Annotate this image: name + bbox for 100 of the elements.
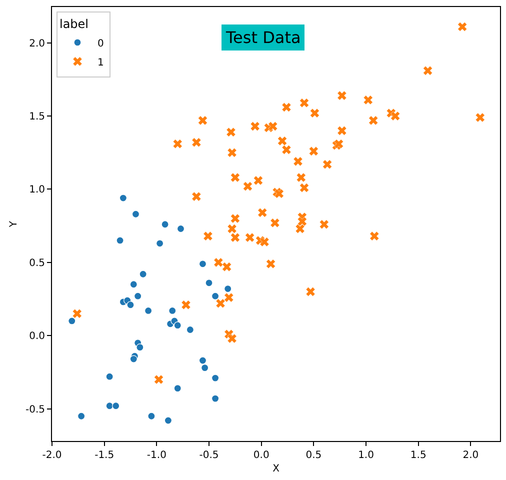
point xyxy=(368,116,378,126)
point xyxy=(250,122,260,131)
point xyxy=(309,146,318,156)
x-tick-label: -1.5 xyxy=(94,450,114,461)
point xyxy=(322,160,332,170)
point xyxy=(168,306,176,315)
point xyxy=(337,126,347,136)
text: Test Data xyxy=(225,28,301,47)
point xyxy=(282,102,292,112)
point xyxy=(161,220,169,228)
point xyxy=(222,262,232,272)
point xyxy=(296,172,306,182)
point xyxy=(144,306,152,315)
point xyxy=(258,208,268,218)
point xyxy=(295,224,305,234)
x-tick-label: 0.0 xyxy=(253,450,270,461)
y-tick-label: -0.5 xyxy=(25,404,45,416)
x-tick-label: -1.0 xyxy=(146,450,166,461)
point xyxy=(226,127,236,137)
point xyxy=(266,259,276,269)
point xyxy=(174,384,182,392)
legend-title: label xyxy=(59,16,89,31)
point xyxy=(130,280,138,288)
point xyxy=(174,322,182,330)
point xyxy=(214,258,224,268)
point xyxy=(293,156,303,166)
point xyxy=(216,298,226,308)
point xyxy=(243,182,252,191)
y-axis-title: Y xyxy=(8,220,20,228)
point xyxy=(211,374,220,382)
point xyxy=(181,300,191,310)
point xyxy=(198,260,207,268)
x-tick-label: 0.5 xyxy=(306,450,322,461)
point xyxy=(306,287,316,296)
point xyxy=(278,136,287,146)
point xyxy=(68,317,76,325)
point xyxy=(112,402,120,410)
point xyxy=(423,66,432,76)
point xyxy=(211,394,220,402)
point xyxy=(78,412,86,420)
point xyxy=(230,172,240,182)
point xyxy=(198,116,208,126)
point xyxy=(268,122,278,131)
point xyxy=(134,292,142,300)
point xyxy=(126,301,134,309)
point xyxy=(245,232,254,242)
point xyxy=(203,231,213,241)
legend-label: 0 xyxy=(97,38,104,50)
x-tick-label: 1.5 xyxy=(410,450,426,461)
point xyxy=(310,108,320,118)
x-tick-label: 2.0 xyxy=(462,450,479,461)
point xyxy=(72,308,82,318)
x-tick-label: -0.5 xyxy=(199,450,219,461)
point xyxy=(337,90,347,100)
point xyxy=(154,374,164,384)
point xyxy=(192,138,202,148)
point xyxy=(164,416,172,424)
x-tick-label: -2.0 xyxy=(42,450,62,461)
y-tick-label: 0.0 xyxy=(29,331,45,342)
point xyxy=(300,183,309,192)
x-tick-label: 1.0 xyxy=(358,450,374,461)
point xyxy=(106,372,114,380)
point xyxy=(130,355,138,363)
point xyxy=(176,224,185,233)
point xyxy=(224,292,234,302)
point xyxy=(201,364,209,372)
point xyxy=(106,402,114,410)
point xyxy=(186,326,194,334)
point xyxy=(370,231,380,241)
point xyxy=(227,148,237,158)
point xyxy=(363,95,373,105)
point xyxy=(282,145,292,154)
y-tick-label: 1.5 xyxy=(29,112,45,123)
point xyxy=(254,176,263,186)
legend-label: 1 xyxy=(97,57,104,68)
point xyxy=(198,356,207,364)
point xyxy=(227,334,237,344)
point xyxy=(230,232,240,242)
point xyxy=(205,279,213,287)
x-axis-title: X xyxy=(272,464,280,474)
point xyxy=(298,216,307,226)
y-tick-label: 1.0 xyxy=(29,184,45,196)
point xyxy=(192,192,202,202)
point xyxy=(172,139,182,149)
y-tick-label: 0.5 xyxy=(29,258,45,269)
point xyxy=(211,292,220,300)
point xyxy=(136,344,144,352)
point xyxy=(458,22,467,32)
point xyxy=(119,194,127,202)
point xyxy=(227,224,237,234)
point xyxy=(270,218,280,228)
point xyxy=(300,98,309,108)
point xyxy=(148,412,156,420)
point xyxy=(139,270,147,278)
point xyxy=(156,240,164,248)
point xyxy=(260,237,270,247)
point xyxy=(390,111,400,121)
y-tick-label: 2.0 xyxy=(29,38,45,50)
point xyxy=(230,214,240,224)
point xyxy=(116,236,124,244)
